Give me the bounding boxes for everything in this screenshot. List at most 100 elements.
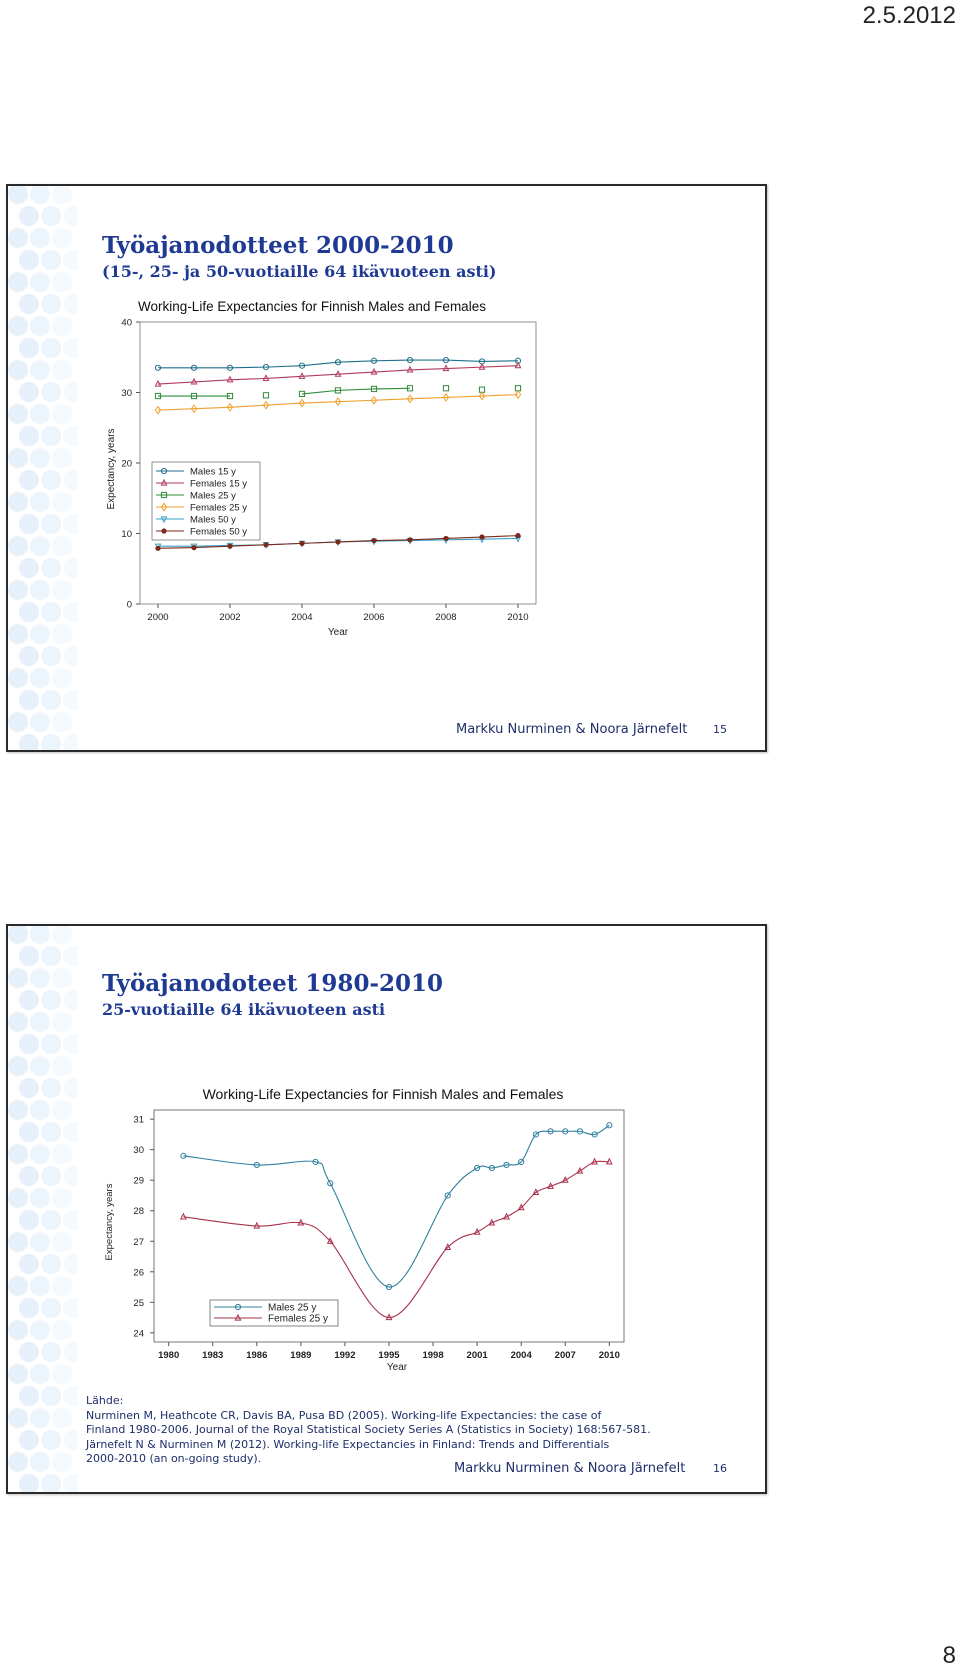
data-point (161, 528, 167, 534)
working-life-chart-2000-2010: Working-Life Expectancies for Finnish Ma… (106, 299, 537, 638)
decor-circle (8, 1364, 28, 1384)
decor-circle (8, 316, 28, 336)
slide-title: Työajanodotteet 2000-2010 (102, 232, 454, 259)
decor-circle (52, 968, 72, 988)
data-point (547, 1182, 554, 1189)
decor-circle (30, 1056, 50, 1076)
data-point (562, 1128, 569, 1135)
decor-circle (41, 602, 61, 622)
y-tick-label: 26 (133, 1267, 144, 1278)
decor-circle (30, 1232, 50, 1252)
decor-circle (8, 1408, 28, 1428)
series-line (183, 1124, 610, 1288)
series-3 (154, 390, 522, 415)
slide-title: Työajanodoteet 1980-2010 (102, 970, 444, 997)
data-point (180, 1152, 187, 1159)
decor-circle (63, 294, 78, 314)
decor-circle (30, 1276, 50, 1296)
decor-circle (52, 624, 72, 644)
data-point (406, 365, 414, 373)
data-point (262, 400, 270, 410)
data-point (517, 1203, 525, 1211)
decor-circle (41, 1298, 61, 1318)
legend-label: Males 25 y (268, 1303, 316, 1314)
y-axis-label: Expectancy, years (106, 429, 117, 510)
decor-circle (30, 1144, 50, 1164)
legend-label: Males 15 y (190, 467, 236, 478)
decor-circle (30, 536, 50, 556)
data-point (532, 1188, 540, 1196)
decor-circle (52, 360, 72, 380)
data-point (488, 1218, 496, 1226)
legend-item: Males 15 y (156, 467, 236, 478)
data-point (262, 392, 270, 399)
decor-circle (30, 1320, 50, 1340)
decor-circle (19, 646, 39, 666)
decor-circle (41, 1474, 61, 1492)
data-point (226, 392, 234, 400)
data-point (234, 1313, 242, 1321)
decor-circle (19, 294, 39, 314)
y-tick-label: 0 (127, 600, 132, 611)
x-tick-label: 1992 (334, 1350, 355, 1361)
slide-15: Työajanodotteet 2000-2010 (15-, 25- ja 5… (6, 184, 767, 752)
decor-circle (8, 1056, 28, 1076)
decor-circle (63, 1078, 78, 1098)
data-point (474, 1164, 481, 1172)
decor-circle (19, 250, 39, 270)
decor-circle (8, 186, 28, 204)
decor-circle (63, 690, 78, 710)
data-point (606, 1122, 613, 1129)
data-point (503, 1212, 510, 1220)
decor-circle (52, 1100, 72, 1120)
data-point (406, 356, 414, 364)
data-point (591, 1157, 599, 1165)
decor-circle (30, 668, 50, 688)
y-axis-label: Expectancy, years (104, 1183, 115, 1260)
decor-circle (19, 426, 39, 446)
series-1 (179, 1157, 613, 1321)
decor-circle (63, 1298, 78, 1318)
decor-circle (41, 1430, 61, 1450)
slide-number: 15 (713, 723, 727, 736)
data-point (406, 394, 414, 404)
x-tick-label: 1998 (422, 1350, 443, 1361)
data-point (407, 537, 413, 543)
decor-circle (19, 1122, 39, 1142)
slide-16: Työajanodoteet 1980-2010 25-vuotiaille 6… (6, 924, 767, 1494)
series-2 (154, 385, 522, 400)
slide-subtitle: 25-vuotiaille 64 ikävuoteen asti (102, 1000, 386, 1019)
decor-circle (19, 1342, 39, 1362)
decorative-circles (8, 186, 78, 750)
decor-circle (8, 360, 28, 380)
decor-circle (41, 1342, 61, 1362)
decor-circle (41, 1166, 61, 1186)
decor-circle (41, 734, 61, 750)
decor-circle (19, 1254, 39, 1274)
decor-circle (8, 492, 28, 512)
legend-item: Females 15 y (156, 479, 247, 490)
decor-circle (8, 448, 28, 468)
decor-circle (52, 228, 72, 248)
data-point (160, 467, 168, 475)
legend-item: Females 25 y (156, 503, 247, 514)
decor-circle (19, 1166, 39, 1186)
data-point (312, 1158, 319, 1165)
chart-title: Working-Life Expectancies for Finnish Ma… (203, 1086, 564, 1102)
x-tick-label: 2002 (219, 612, 240, 623)
x-tick-label: 2008 (435, 612, 456, 623)
data-point (503, 1161, 510, 1169)
x-tick-label: 1983 (202, 1350, 223, 1361)
footer-author: Markku Nurminen & Noora Järnefelt (456, 722, 688, 737)
decor-circle (8, 624, 28, 644)
data-point (473, 1227, 481, 1235)
decor-circle (52, 1320, 72, 1340)
decor-circle (41, 382, 61, 402)
decor-circle (19, 1386, 39, 1406)
decor-circle (52, 926, 72, 944)
decor-circle (63, 1122, 78, 1142)
decor-circle (63, 1034, 78, 1054)
decor-circle (63, 1254, 78, 1274)
x-tick-label: 1980 (158, 1350, 179, 1361)
decor-circle (30, 624, 50, 644)
